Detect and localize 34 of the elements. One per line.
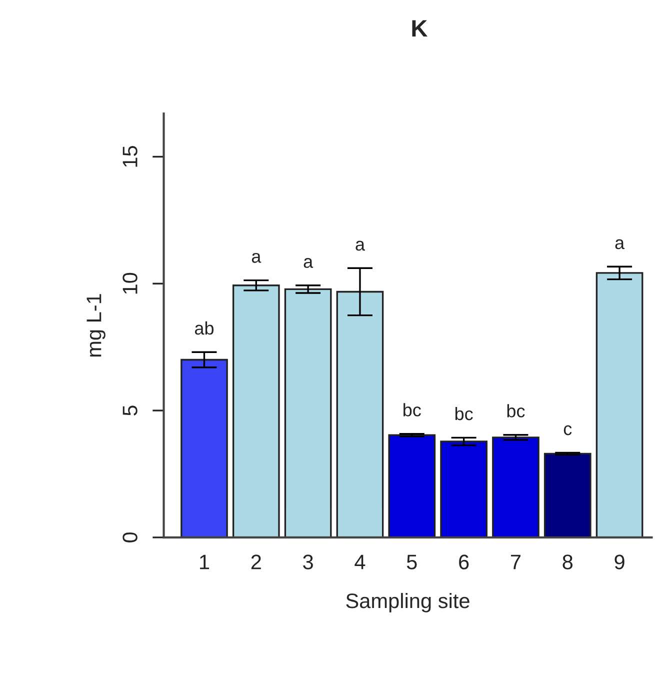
bar [544, 452, 592, 538]
x-tick-label: 8 [562, 554, 573, 570]
annotation: a [252, 252, 262, 263]
x-tick-label: 3 [303, 554, 313, 570]
x-axis-title: Sampling site [346, 592, 470, 612]
annotation: a [304, 258, 314, 268]
annotation: bc [404, 403, 421, 416]
y-axis-title: mg L-1 [86, 294, 106, 357]
y-tick-label: 0 [122, 532, 138, 542]
bar [492, 436, 540, 538]
annotation: bc [507, 404, 525, 418]
annotation: a [615, 239, 625, 250]
x-tick-label: 9 [614, 554, 624, 570]
annotation: c [564, 425, 572, 436]
annotation: ab [194, 321, 214, 335]
bar [336, 290, 384, 538]
annotation: bc [455, 406, 473, 420]
x-tick-label: 4 [354, 554, 366, 570]
bar [388, 434, 436, 538]
x-tick-label: 7 [510, 554, 520, 570]
bar [284, 288, 332, 538]
bar [232, 284, 280, 538]
y-tick-label: 10 [122, 272, 138, 294]
x-tick-label: 5 [406, 554, 417, 570]
chart-title: K [412, 20, 428, 37]
annotation: a [356, 240, 365, 251]
bar [596, 272, 644, 538]
y-tick-label: 5 [122, 406, 138, 416]
x-tick-label: 6 [459, 554, 469, 570]
y-tick-label: 15 [122, 146, 138, 167]
x-tick-label: 2 [251, 554, 261, 570]
bar [180, 358, 228, 538]
bar [440, 440, 488, 538]
x-tick-label: 1 [200, 554, 210, 570]
